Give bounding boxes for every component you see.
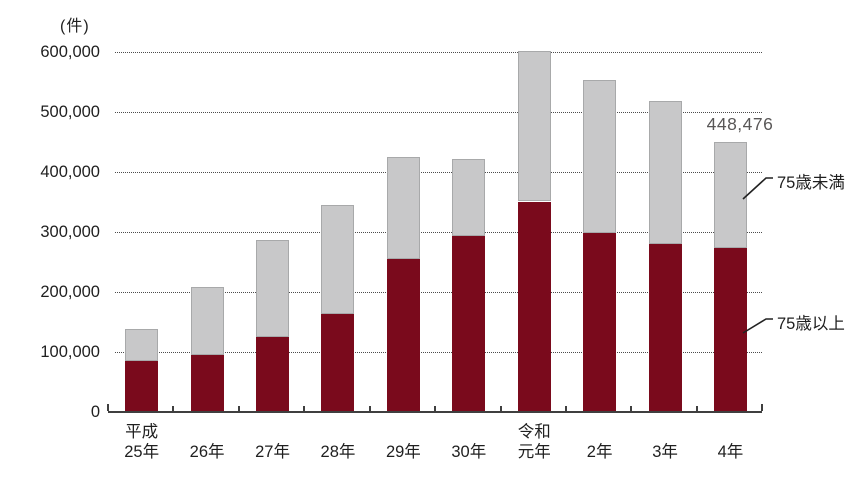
- bar-segment-over75-5: [452, 236, 486, 412]
- bar-segment-under75-9: [713, 142, 747, 248]
- bar-segment-under75-3: [321, 204, 355, 315]
- gridline-300,000: [115, 231, 762, 233]
- over75-callout-line: [742, 318, 773, 334]
- gridline-500,000: [115, 111, 762, 113]
- bar-segment-over75-9: [713, 247, 747, 412]
- legend-under75-label: 75歳未満: [777, 174, 845, 192]
- x-axis-tick: [237, 405, 240, 411]
- bar-segment-over75-6: [517, 201, 551, 412]
- bar-segment-under75-2: [256, 239, 290, 338]
- x-category-label-7: 2年: [586, 443, 613, 461]
- gridline-100,000: [115, 351, 762, 353]
- x-axis-tick: [761, 403, 764, 411]
- bar-segment-under75-8: [648, 101, 682, 245]
- gridline-200,000: [115, 291, 762, 293]
- bar-segment-under75-0: [125, 328, 159, 362]
- bar-segment-over75-7: [583, 233, 617, 412]
- x-axis-tick: [172, 405, 175, 411]
- x-category-label-1: 26年: [189, 443, 225, 461]
- x-category-label-9: 4年: [717, 443, 744, 461]
- under75-callout-line: [742, 177, 773, 200]
- bar-segment-under75-1: [190, 286, 224, 356]
- bar-segment-under75-6: [517, 50, 551, 202]
- x-axis-tick: [303, 405, 306, 411]
- y-tick-label: 100,000: [40, 342, 100, 361]
- y-tick-label: 400,000: [40, 162, 100, 181]
- y-tick-label: 300,000: [40, 222, 100, 241]
- total-value-annotation: 448,476: [706, 114, 774, 134]
- y-axis-unit-label: (件): [60, 18, 90, 35]
- bar-segment-over75-4: [386, 259, 420, 412]
- x-category-label-2: 27年: [255, 443, 290, 461]
- y-tick-label: 200,000: [40, 282, 100, 301]
- x-category-label-8: 3年: [652, 443, 678, 461]
- gridline-600,000: [115, 51, 762, 53]
- legend-over75-label: 75歳以上: [777, 315, 845, 333]
- bar-segment-over75-2: [256, 337, 290, 412]
- bar-segment-under75-7: [583, 80, 617, 234]
- x-axis-tick: [368, 405, 371, 411]
- x-category-label-4: 29年: [385, 443, 421, 461]
- x-axis-line: [108, 410, 762, 413]
- x-axis-tick: [107, 403, 109, 411]
- x-axis-tick: [434, 405, 437, 411]
- y-tick-label: 0: [90, 402, 100, 421]
- bar-segment-over75-8: [648, 244, 682, 412]
- y-tick-label: 500,000: [40, 102, 100, 121]
- bar-segment-under75-4: [386, 157, 420, 260]
- y-tick-label: 600,000: [40, 42, 100, 61]
- x-category-label-6: 令和 元年: [517, 423, 551, 461]
- gridline-400,000: [115, 171, 762, 173]
- x-category-label-0: 平成 25年: [124, 423, 160, 461]
- x-axis-tick: [630, 405, 633, 411]
- x-axis-tick: [695, 405, 698, 411]
- x-category-label-3: 28年: [320, 443, 356, 461]
- x-axis-tick: [564, 405, 567, 411]
- bar-segment-over75-1: [190, 355, 224, 412]
- bar-segment-over75-0: [125, 361, 159, 412]
- bar-segment-under75-5: [452, 158, 486, 237]
- x-category-label-5: 30年: [451, 443, 487, 461]
- x-axis-tick: [499, 405, 502, 411]
- bar-segment-over75-3: [321, 314, 355, 412]
